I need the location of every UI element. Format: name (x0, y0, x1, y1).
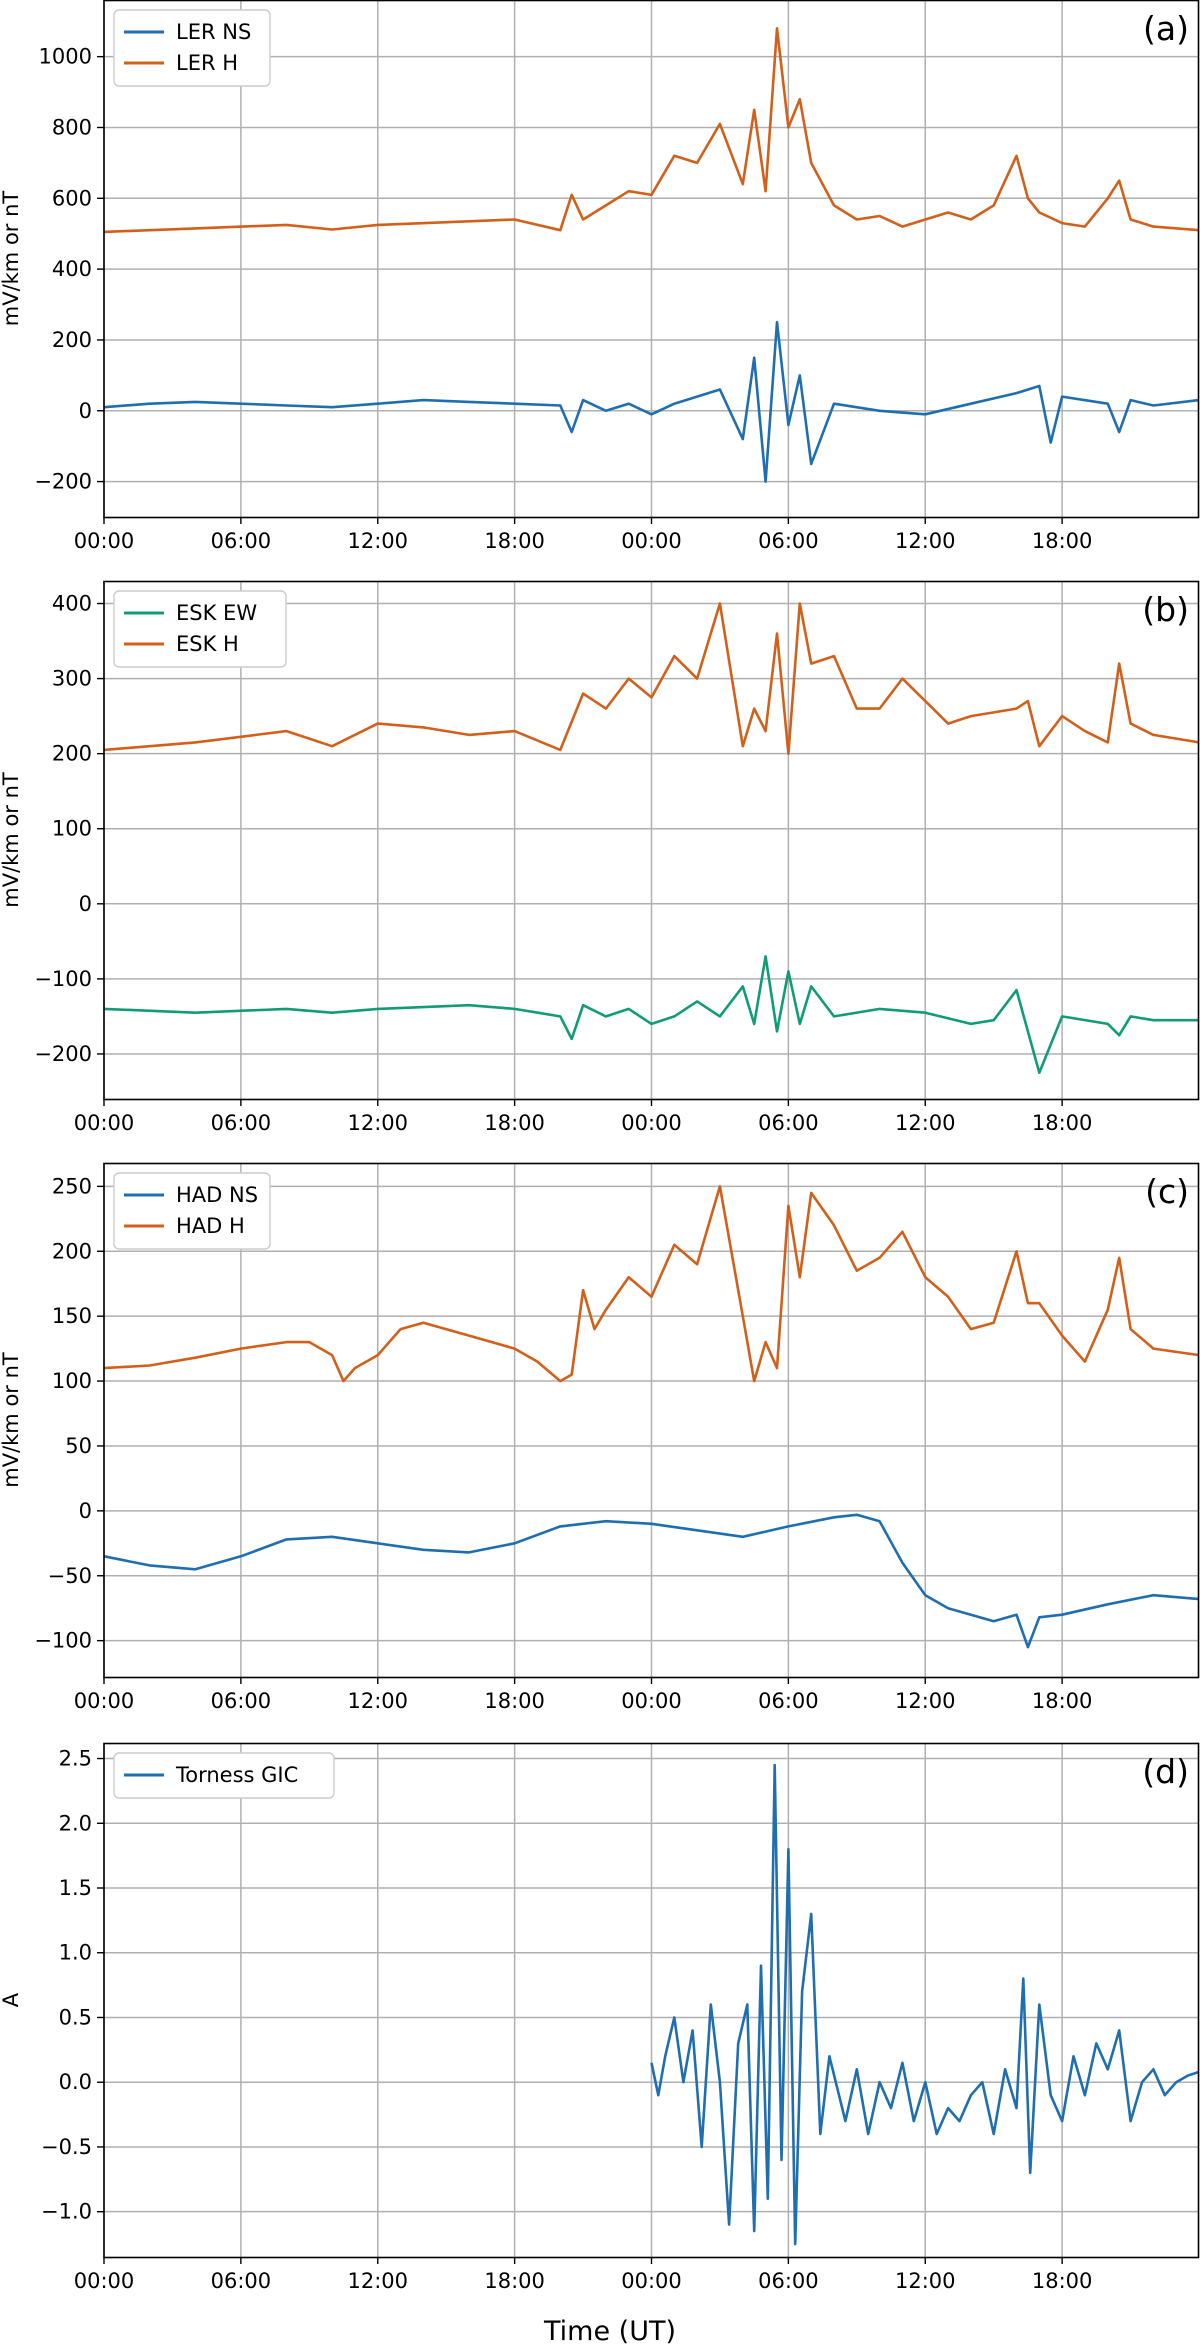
legend-entry: HAD NS (176, 1183, 258, 1207)
x-tick-label: 06:00 (211, 2269, 272, 2293)
series-line-esk-ew (103, 955, 1199, 1074)
y-axis-label: mV/km or nT (0, 1352, 23, 1488)
x-tick-label: 18:00 (1032, 2269, 1093, 2293)
y-tick-label: 0.0 (59, 2070, 92, 2094)
x-tick-label: 18:00 (484, 1689, 545, 1713)
panel-label: (b) (1142, 590, 1189, 629)
chart-panel-1: 00:00 06:00 12:00 18:00 00:00 06:00 12:00 18:00… (0, 0, 1200, 553)
series-line-had-h (103, 1185, 1200, 1383)
x-tick-label: 00:00 (621, 1111, 682, 1135)
x-tick-label: 18:00 (1032, 1689, 1093, 1713)
y-tick-label: 400 (52, 257, 92, 281)
x-tick-label: 18:00 (1032, 1111, 1093, 1135)
y-tick-label: 200 (52, 328, 92, 352)
x-tick-label: 00:00 (621, 2269, 682, 2293)
x-tick-label: 00:00 (621, 529, 682, 553)
x-tick-label: 00:00 (74, 1111, 135, 1135)
y-tick-label: 100 (52, 817, 92, 841)
x-tick-label: 12:00 (347, 2269, 408, 2293)
y-axis-label: mV/km or nT (0, 191, 23, 327)
x-tick-label: 12:00 (895, 529, 956, 553)
panel-label: (d) (1142, 1752, 1189, 1791)
x-tick-label: 00:00 (621, 1689, 682, 1713)
x-tick-label: 00:00 (74, 1689, 135, 1713)
y-tick-label: −100 (34, 967, 92, 991)
x-tick-label: 18:00 (484, 1111, 545, 1135)
series-line-had-ns (103, 1513, 1200, 1649)
y-tick-label: 400 (52, 592, 92, 616)
legend-entry: HAD H (176, 1214, 245, 1238)
y-tick-label: −50 (48, 1564, 92, 1588)
series-line-ler-ns (103, 320, 1200, 483)
y-tick-label: 200 (52, 742, 92, 766)
chart-panel-2: 00:00 06:00 12:00 18:00 00:00 06:00 12:00 18:00… (0, 580, 1200, 1135)
x-tick-label: 06:00 (758, 2269, 819, 2293)
y-tick-label: 0 (79, 1499, 92, 1523)
y-tick-label: −100 (34, 1629, 92, 1653)
y-tick-label: 300 (52, 667, 92, 691)
y-tick-label: −0.5 (41, 2135, 92, 2159)
series-line-ler-h (103, 26, 1200, 234)
legend-box (113, 590, 287, 668)
x-tick-label: 12:00 (347, 1111, 408, 1135)
y-tick-label: 0 (79, 892, 92, 916)
x-tick-label: 18:00 (1032, 529, 1093, 553)
x-tick-label: 06:00 (211, 1689, 272, 1713)
series-line-torness-gic (650, 1763, 1200, 2246)
panel-label: (a) (1143, 9, 1189, 48)
legend-box (113, 1752, 335, 1799)
y-tick-label: 1.0 (59, 1941, 92, 1965)
y-tick-label: 1000 (39, 45, 92, 69)
x-tick-label: 06:00 (758, 1689, 819, 1713)
y-tick-label: −200 (34, 1042, 92, 1066)
x-tick-label: 06:00 (758, 1111, 819, 1135)
y-axis-label: A (0, 1992, 23, 2007)
legend-box (113, 1172, 271, 1250)
y-tick-label: 2.0 (59, 1811, 92, 1835)
x-tick-label: 06:00 (211, 529, 272, 553)
y-tick-label: 1.5 (59, 1876, 92, 1900)
x-tick-label: 00:00 (74, 2269, 135, 2293)
y-tick-label: 800 (52, 115, 92, 139)
legend-entry: LER NS (176, 20, 251, 44)
x-tick-label: 12:00 (347, 529, 408, 553)
legend-entry: Torness GIC (175, 1763, 298, 1787)
y-axis-label: mV/km or nT (0, 772, 23, 908)
y-tick-label: 200 (52, 1239, 92, 1263)
x-tick-label: 12:00 (347, 1689, 408, 1713)
y-tick-label: 250 (52, 1174, 92, 1198)
legend-entry: ESK H (176, 632, 239, 656)
y-tick-label: 150 (52, 1304, 92, 1328)
x-tick-label: 12:00 (895, 2269, 956, 2293)
legend-entry: LER H (176, 51, 238, 75)
legend-box (113, 9, 271, 87)
y-tick-label: 0 (79, 399, 92, 423)
y-tick-label: 100 (52, 1369, 92, 1393)
x-axis-title: Time (UT) (543, 2316, 676, 2345)
y-tick-label: −200 (34, 470, 92, 494)
x-tick-label: 18:00 (484, 529, 545, 553)
x-tick-label: 12:00 (895, 1689, 956, 1713)
y-tick-label: 50 (65, 1434, 92, 1458)
panel-label: (c) (1145, 1172, 1189, 1211)
series-line-esk-h (103, 602, 1200, 756)
chart-panel-4: 00:00 06:00 12:00 18:00 00:00 06:00 12:00 18:00… (0, 1742, 1200, 2293)
y-tick-label: 0.5 (59, 2005, 92, 2029)
x-tick-label: 00:00 (74, 529, 135, 553)
x-tick-label: 06:00 (211, 1111, 272, 1135)
legend-entry: ESK EW (176, 601, 257, 625)
y-tick-label: −1.0 (41, 2200, 92, 2224)
y-tick-label: 2.5 (59, 1747, 92, 1771)
x-tick-label: 06:00 (758, 529, 819, 553)
x-tick-label: 12:00 (895, 1111, 956, 1135)
chart-panel-3: 00:00 06:00 12:00 18:00 00:00 06:00 12:00 18:00… (0, 1162, 1200, 1713)
y-tick-label: 600 (52, 186, 92, 210)
x-tick-label: 18:00 (484, 2269, 545, 2293)
